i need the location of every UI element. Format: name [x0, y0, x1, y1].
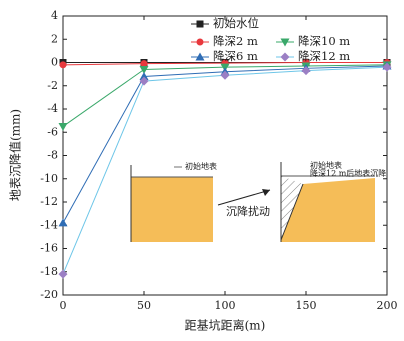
- marker: [280, 38, 290, 47]
- annotation: 降深12 m后地表沉降: [310, 168, 386, 178]
- y-tick-label: -16: [40, 242, 58, 255]
- marker: [382, 62, 392, 72]
- y-tick-label: -10: [40, 172, 58, 185]
- x-tick-label: 150: [296, 299, 317, 312]
- y-tick-label: -14: [40, 218, 58, 231]
- legend-label: 降深10 m: [298, 34, 350, 48]
- inset: 初始地表 沉降扰动 初始地表 降深12 m后地表沉降: [130, 160, 386, 242]
- marker: [140, 60, 148, 68]
- slope: [280, 183, 304, 241]
- y-tick-label: -4: [47, 102, 58, 115]
- soil: [131, 177, 213, 242]
- y-tick-label: 0: [51, 56, 58, 69]
- marker: [139, 65, 149, 74]
- legend-label: 降深6 m: [213, 49, 258, 63]
- legend-label: 初始水位: [213, 16, 259, 30]
- x-tick-label: 100: [215, 299, 236, 312]
- x-tick-label: 0: [60, 299, 67, 312]
- marker: [59, 61, 67, 69]
- y-tick-label: -6: [47, 125, 58, 138]
- marker: [58, 269, 68, 279]
- annotation: 初始地表: [310, 160, 342, 170]
- y-axis-label: 地表沉降值(mm): [8, 109, 23, 201]
- x-tick-label: 200: [377, 299, 398, 312]
- soil: [281, 178, 375, 242]
- marker: [220, 70, 230, 80]
- legend-label: 降深2 m: [213, 34, 258, 48]
- hatch: [281, 176, 303, 240]
- marker: [58, 122, 68, 131]
- marker: [139, 71, 149, 80]
- y-tick-label: -2: [47, 79, 58, 92]
- annotation: 沉降扰动: [226, 204, 270, 218]
- y-tick-label: -20: [40, 288, 58, 301]
- y-tick-label: -8: [47, 149, 58, 162]
- marker: [195, 52, 205, 61]
- marker: [196, 20, 204, 28]
- marker: [280, 52, 290, 62]
- y-tick-label: -18: [40, 265, 58, 278]
- arrow: [217, 189, 271, 206]
- x-axis-label: 距基坑距离(m): [185, 318, 266, 333]
- annotation: 初始地表: [185, 161, 217, 171]
- y-tick-label: -12: [40, 195, 58, 208]
- y-tick-label: 4: [51, 9, 58, 22]
- arrow-head: [262, 189, 270, 196]
- y-tick-label: 2: [51, 32, 58, 45]
- marker: [58, 218, 68, 227]
- x-tick-label: 50: [137, 299, 151, 312]
- marker: [301, 66, 311, 76]
- marker: [139, 76, 149, 86]
- marker: [196, 38, 204, 46]
- legend-label: 降深12 m: [298, 49, 350, 63]
